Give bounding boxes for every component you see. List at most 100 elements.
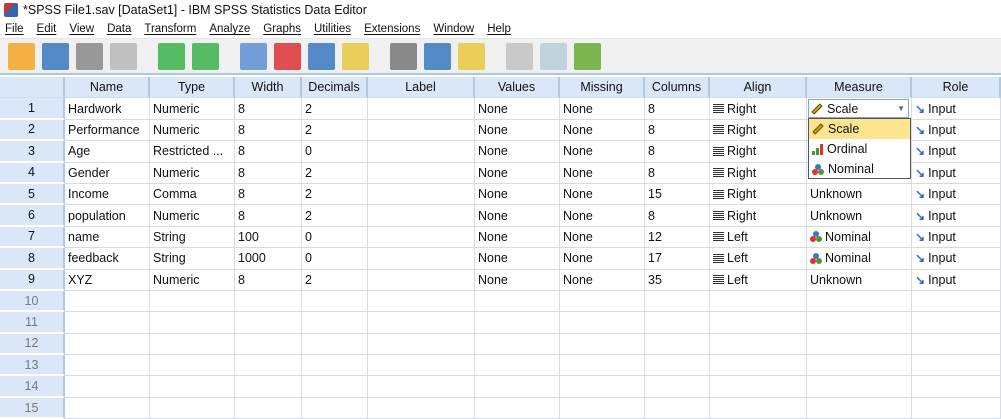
column-header-columns[interactable]: Columns [645,77,710,99]
cell-values[interactable] [475,312,560,334]
cell-width[interactable]: 8 [235,205,302,227]
cell-values[interactable] [475,333,560,356]
cell-missing[interactable]: None [560,183,645,206]
cell-type[interactable]: Numeric [150,162,235,184]
cell-decimals[interactable]: 0 [302,248,368,270]
cell-role[interactable]: ↘ Input [912,183,1001,206]
column-header-values[interactable]: Values [475,77,560,99]
weight-cases-icon[interactable] [458,42,485,70]
cell-align[interactable] [710,290,807,313]
cell-type[interactable]: Restricted ... [150,141,235,163]
measure-option-nominal[interactable]: Nominal [809,159,910,179]
row-header[interactable]: 3 [0,141,65,163]
menu-help[interactable]: Help [487,23,511,35]
cell-role[interactable] [912,376,1001,398]
row-header[interactable]: 7 [0,226,65,249]
cell-missing[interactable]: None [560,98,645,120]
cell-type[interactable] [150,376,235,398]
cell-decimals[interactable]: 2 [302,98,368,120]
save-icon[interactable] [42,42,69,70]
cell-missing[interactable] [560,376,645,398]
spell-check-icon[interactable] [574,42,601,70]
cell-measure[interactable] [807,312,912,334]
cell-role[interactable]: ↘ Input [912,226,1001,249]
cell-values[interactable]: None [475,269,560,291]
cell-role[interactable]: ↘ Input [912,141,1001,163]
cell-label[interactable] [368,162,475,184]
cell-values[interactable] [475,355,560,377]
find-icon[interactable] [390,42,417,70]
cell-width[interactable] [235,397,302,419]
cell-align[interactable] [710,355,807,377]
cell-decimals[interactable] [302,290,368,313]
cell-width[interactable] [235,290,302,313]
cell-align[interactable] [710,312,807,334]
cell-measure[interactable] [807,333,912,356]
cell-name[interactable]: Performance [65,119,150,142]
cell-label[interactable] [368,312,475,334]
cell-width[interactable]: 8 [235,183,302,206]
value-labels-icon[interactable] [506,42,533,70]
cell-name[interactable]: name [65,226,150,249]
variables-icon[interactable] [308,42,335,70]
row-header[interactable]: 1 [0,98,65,120]
cell-values[interactable] [475,397,560,419]
menu-window[interactable]: Window [433,23,475,35]
cell-width[interactable]: 8 [235,269,302,291]
menu-graphs[interactable]: Graphs [263,23,301,35]
cell-align[interactable]: Left [710,226,807,249]
measure-combobox[interactable]: Scale ▼ [808,99,909,118]
cell-role[interactable]: ↘ Input [912,98,1001,120]
cell-align[interactable]: Right [710,205,807,227]
cell-type[interactable] [150,312,235,334]
column-header-name[interactable]: Name [65,77,150,99]
cell-type[interactable]: String [150,248,235,270]
cell-role[interactable] [912,397,1001,419]
cell-role[interactable] [912,333,1001,356]
split-file-icon[interactable] [424,42,451,70]
cell-name[interactable] [65,312,150,334]
column-header-width[interactable]: Width [235,77,302,99]
cell-name[interactable]: Gender [65,162,150,184]
cell-columns[interactable] [645,333,710,356]
column-header-align[interactable]: Align [710,77,807,99]
cell-missing[interactable]: None [560,205,645,227]
cell-measure[interactable]: Unknown [807,205,912,227]
cell-name[interactable] [65,376,150,398]
cell-type[interactable] [150,333,235,356]
measure-option-ordinal[interactable]: Ordinal [809,139,910,159]
dialog-recall-icon[interactable] [110,42,137,70]
cell-label[interactable] [368,226,475,249]
row-header[interactable]: 11 [0,312,65,334]
cell-align[interactable]: Right [710,98,807,120]
cell-missing[interactable] [560,355,645,377]
cell-label[interactable] [368,333,475,356]
cell-width[interactable]: 8 [235,98,302,120]
column-header-type[interactable]: Type [150,77,235,99]
cell-columns[interactable]: 8 [645,98,710,120]
column-header-measure[interactable]: Measure [807,77,912,99]
row-header[interactable]: 9 [0,269,65,291]
cell-name[interactable] [65,290,150,313]
cell-values[interactable]: None [475,141,560,163]
cell-name[interactable]: feedback [65,248,150,270]
cell-name[interactable]: Hardwork [65,98,150,120]
cell-decimals[interactable]: 2 [302,119,368,142]
cell-missing[interactable]: None [560,162,645,184]
cell-columns[interactable]: 15 [645,183,710,206]
cell-columns[interactable] [645,397,710,419]
cell-width[interactable]: 8 [235,141,302,163]
cell-align[interactable]: Right [710,162,807,184]
cell-missing[interactable] [560,397,645,419]
cell-columns[interactable] [645,312,710,334]
cell-role[interactable]: ↘ Input [912,162,1001,184]
cell-columns[interactable] [645,290,710,313]
measure-option-scale[interactable]: Scale [809,119,910,139]
undo-icon[interactable] [158,42,185,70]
cell-type[interactable]: Comma [150,183,235,206]
cell-type[interactable]: Numeric [150,269,235,291]
cell-decimals[interactable] [302,312,368,334]
descriptive-icon[interactable] [342,42,369,70]
cell-values[interactable]: None [475,248,560,270]
cell-label[interactable] [368,119,475,142]
